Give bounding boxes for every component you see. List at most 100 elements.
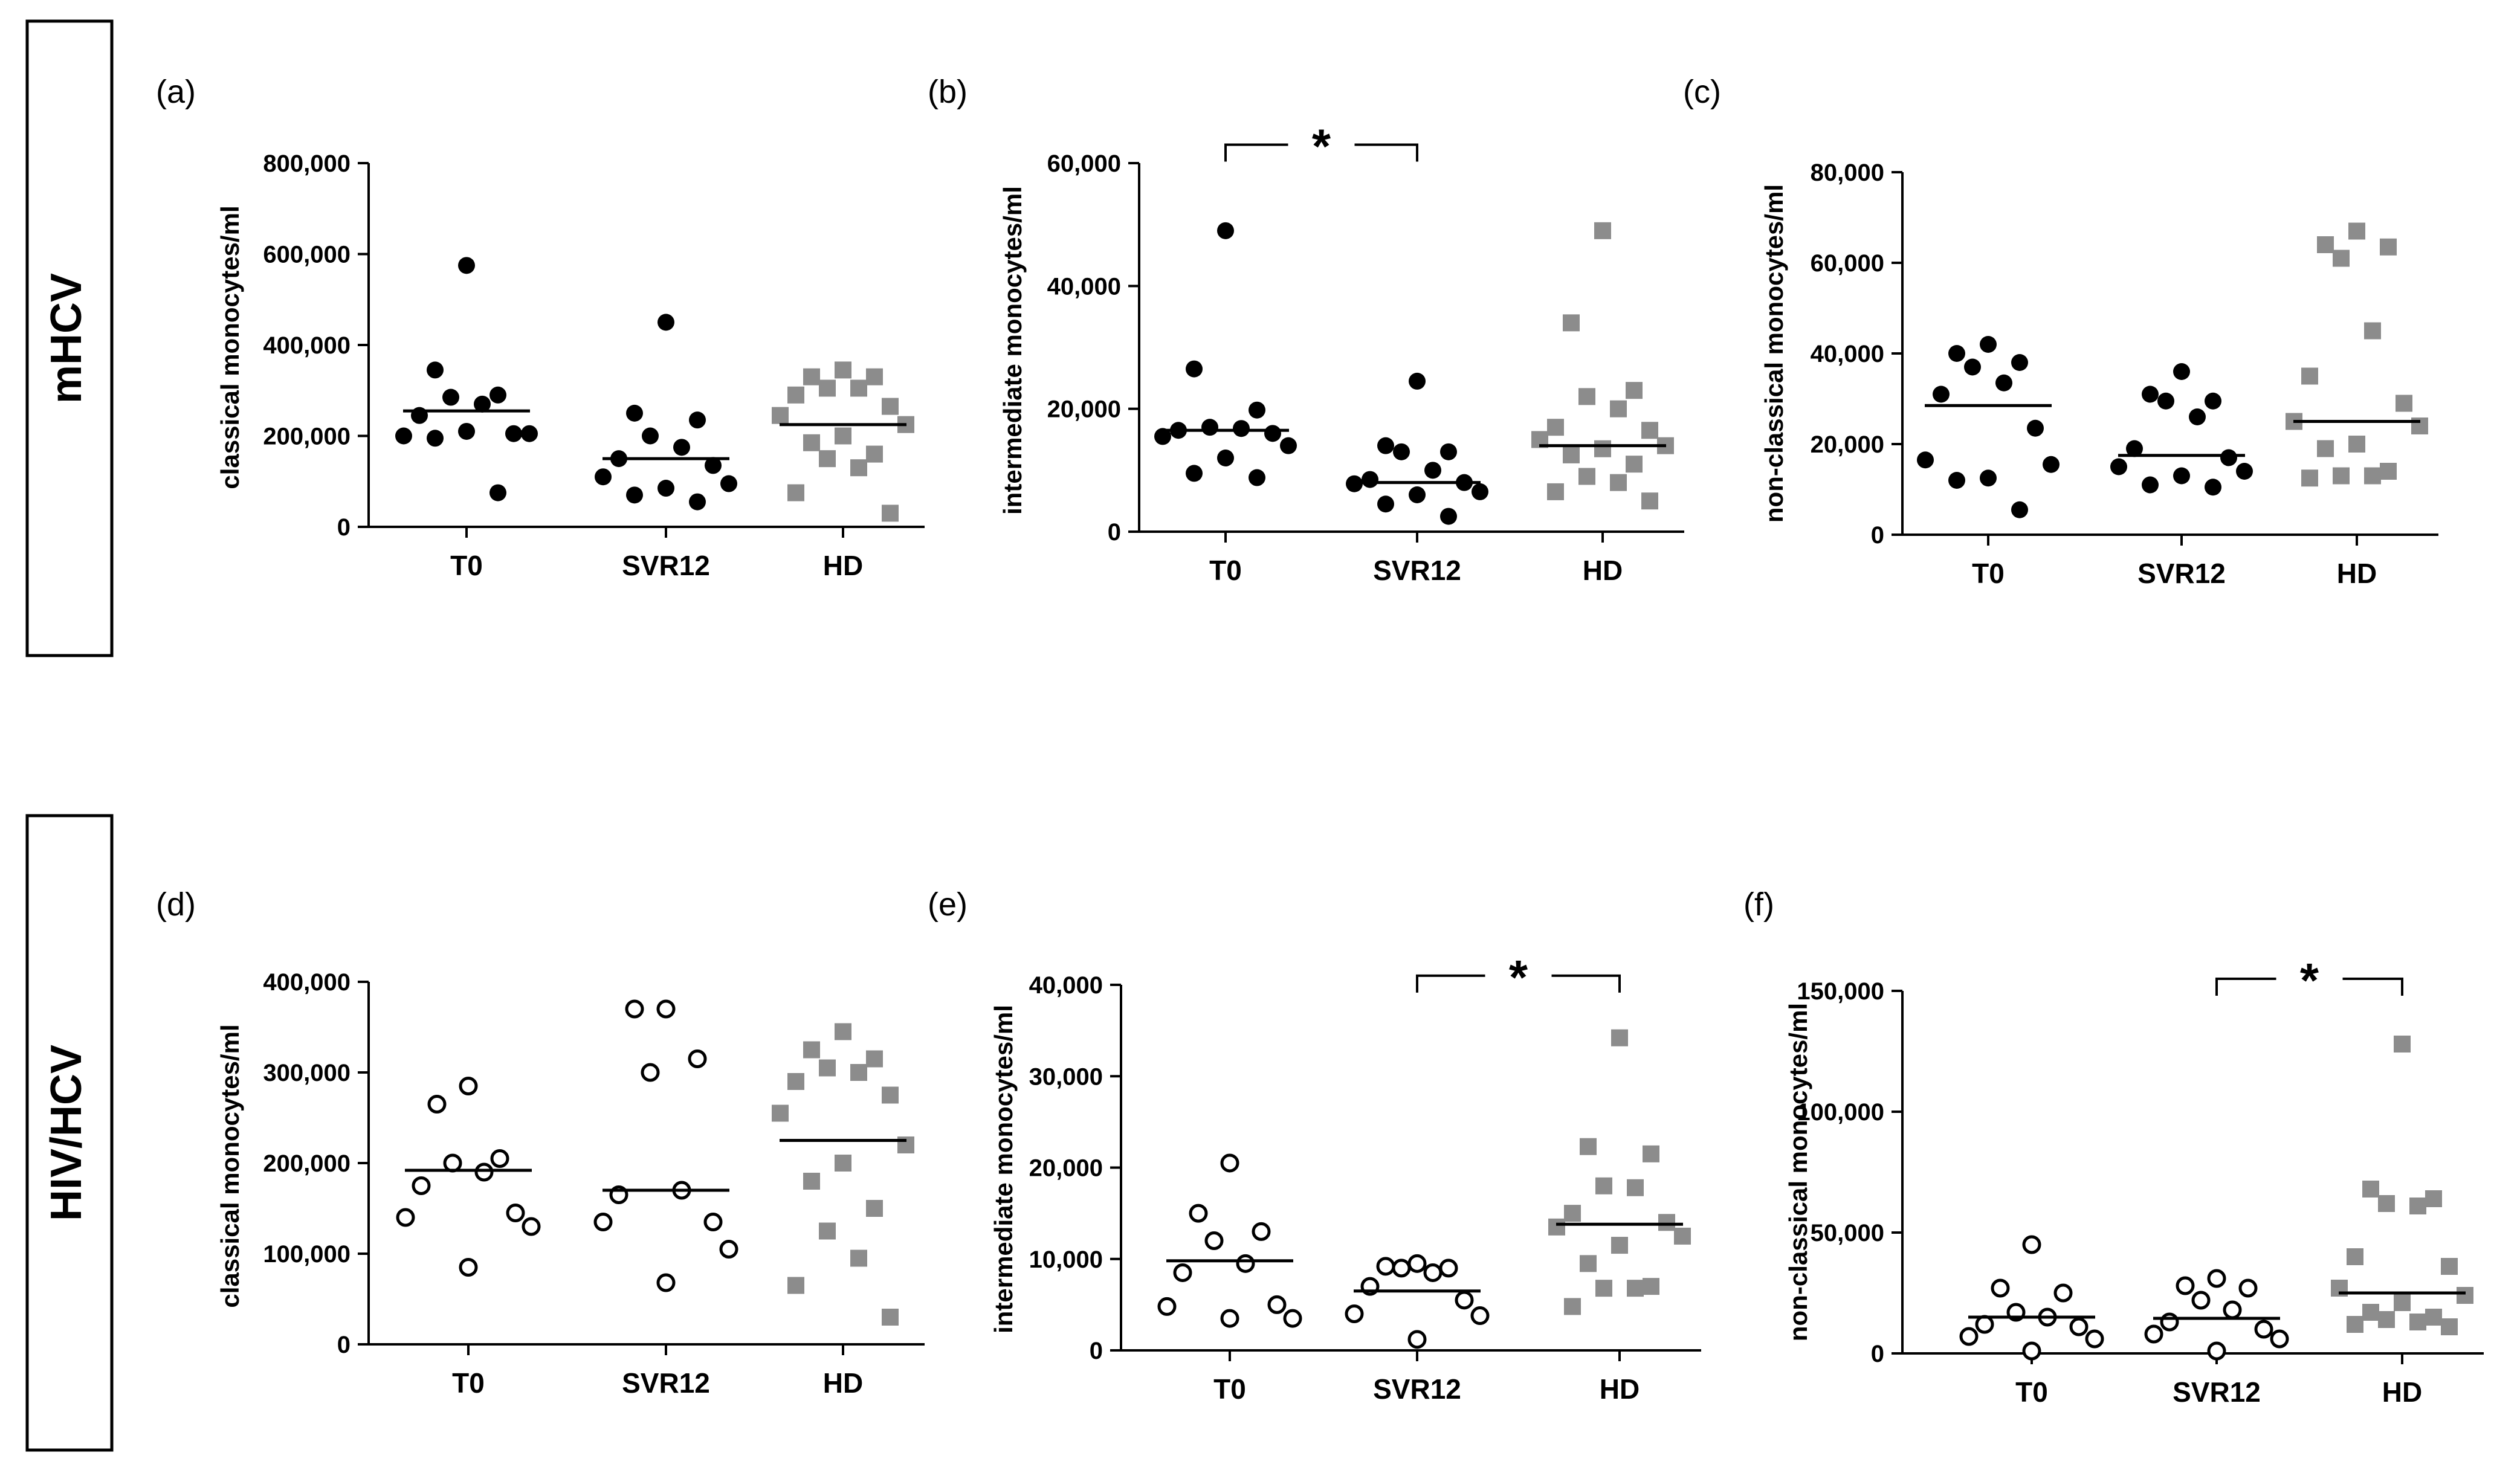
data-point — [1362, 471, 1378, 488]
data-point — [2425, 1190, 2442, 1207]
data-point — [882, 398, 899, 415]
y-tick-label: 40,000 — [1029, 972, 1103, 999]
data-point — [2157, 392, 2174, 410]
data-point — [1345, 1304, 1364, 1323]
y-tick-label: 200,000 — [263, 1150, 351, 1177]
data-point — [1933, 385, 1950, 403]
panel-a: (a) classical monocytes/ml 0 200,000 400,0… — [156, 74, 925, 581]
data-point — [1233, 420, 1250, 437]
data-point — [2085, 1329, 2104, 1349]
data-point — [2347, 1248, 2363, 1265]
x-tick-label: HD — [1583, 555, 1623, 586]
data-point — [2441, 1318, 2458, 1335]
data-point — [703, 1213, 723, 1231]
y-tick-label: 30,000 — [1029, 1063, 1103, 1090]
data-point — [819, 1222, 836, 1240]
data-point — [1440, 508, 1457, 525]
data-point — [1959, 1327, 1979, 1346]
data-point — [1376, 1257, 1395, 1276]
y-tick-label: 100,000 — [1797, 1099, 1884, 1126]
data-point — [474, 1162, 494, 1182]
data-point — [427, 1095, 447, 1114]
significance-star: * — [2300, 953, 2319, 1007]
data-point — [1564, 1298, 1581, 1315]
data-point — [835, 1155, 851, 1172]
data-point — [2378, 1311, 2395, 1328]
data-point — [2348, 436, 2365, 453]
significance-bracket: * — [1416, 950, 1621, 1004]
data-point — [2317, 440, 2334, 457]
data-point — [1186, 360, 1203, 378]
data-point — [641, 1063, 660, 1082]
data-point — [2022, 1235, 2041, 1254]
data-point — [689, 411, 706, 429]
data-point — [787, 484, 804, 501]
data-point — [459, 1077, 478, 1095]
y-axis-label: non-classical monocytes/ml — [1784, 1003, 1812, 1341]
data-point — [1641, 492, 1658, 510]
data-point — [1610, 474, 1627, 491]
data-point — [489, 386, 506, 404]
data-point — [626, 404, 643, 422]
data-point — [2409, 1314, 2426, 1330]
data-point — [1407, 1254, 1427, 1273]
data-point — [1611, 1237, 1628, 1254]
y-axis-label: intermediate monocytes/ml — [998, 186, 1027, 515]
y-tick-label: 0 — [1871, 522, 1884, 549]
data-point — [2301, 367, 2318, 385]
axes: 0 20,000 40,000 60,000 T0 SVR12 HD — [1047, 150, 1684, 586]
data-point — [2364, 322, 2381, 340]
data-point — [1563, 314, 1580, 332]
axes: 0 20,000 40,000 60,000 80,000 T0 SVR12 HD — [1811, 160, 2438, 589]
panel-b: (b) intermediate monocytes/ml 0 20,000 40,… — [928, 74, 1684, 586]
panel-f: (f) non-classical monocytes/ml 0 50,000 10… — [1743, 886, 2484, 1408]
data-point — [1948, 345, 1965, 362]
significance-star: * — [1509, 950, 1528, 1004]
data-point — [1439, 1259, 1458, 1278]
data-point — [2110, 458, 2127, 475]
axes: 0 200,000 400,000 600,000 800,000 T0 SVR12 HD — [263, 150, 925, 581]
y-tick-label: 600,000 — [263, 242, 351, 268]
data-point — [882, 505, 899, 522]
row-label-hivhcv: HIV/HCV — [25, 814, 114, 1452]
y-axis-label: non-classical monocytes/ml — [1760, 184, 1788, 523]
data-point — [2425, 1309, 2442, 1326]
data-point — [2333, 467, 2350, 485]
data-point — [1424, 462, 1441, 479]
data-point — [2223, 1300, 2242, 1320]
data-point — [1409, 486, 1426, 503]
data-point — [866, 1200, 883, 1217]
data-point — [2205, 479, 2221, 496]
data-point — [2173, 467, 2190, 485]
data-point — [803, 1041, 820, 1059]
data-point — [443, 1153, 462, 1173]
data-point — [1154, 428, 1171, 445]
data-point — [1249, 401, 1265, 419]
x-tick-label: T0 — [1972, 558, 2005, 589]
data-point — [2207, 1341, 2226, 1361]
x-tick-label: T0 — [452, 1367, 485, 1399]
data-point — [2160, 1312, 2179, 1332]
data-point — [1201, 419, 1218, 436]
data-point — [2457, 1287, 2473, 1304]
x-tick-label: HD — [2337, 558, 2377, 589]
y-tick-label: 0 — [1871, 1341, 1884, 1367]
data-point — [1220, 1309, 1239, 1328]
data-point — [1594, 440, 1611, 457]
y-axis-label: classical monocytes/ml — [216, 1024, 244, 1307]
panel-letter: (c) — [1683, 74, 1721, 110]
y-tick-label: 20,000 — [1029, 1155, 1103, 1182]
data-point — [657, 480, 674, 497]
data-point — [2207, 1269, 2226, 1288]
data-point — [1948, 472, 1965, 489]
bracket-line — [2215, 978, 2403, 996]
data-point — [866, 1050, 883, 1068]
data-point — [1610, 400, 1627, 417]
data-point — [689, 493, 706, 511]
row-label-box — [25, 19, 114, 657]
data-point — [1627, 1280, 1644, 1297]
x-tick-label: SVR12 — [622, 550, 710, 581]
data-point — [1594, 222, 1611, 239]
data-point — [2126, 440, 2143, 457]
data-point — [1547, 483, 1564, 500]
